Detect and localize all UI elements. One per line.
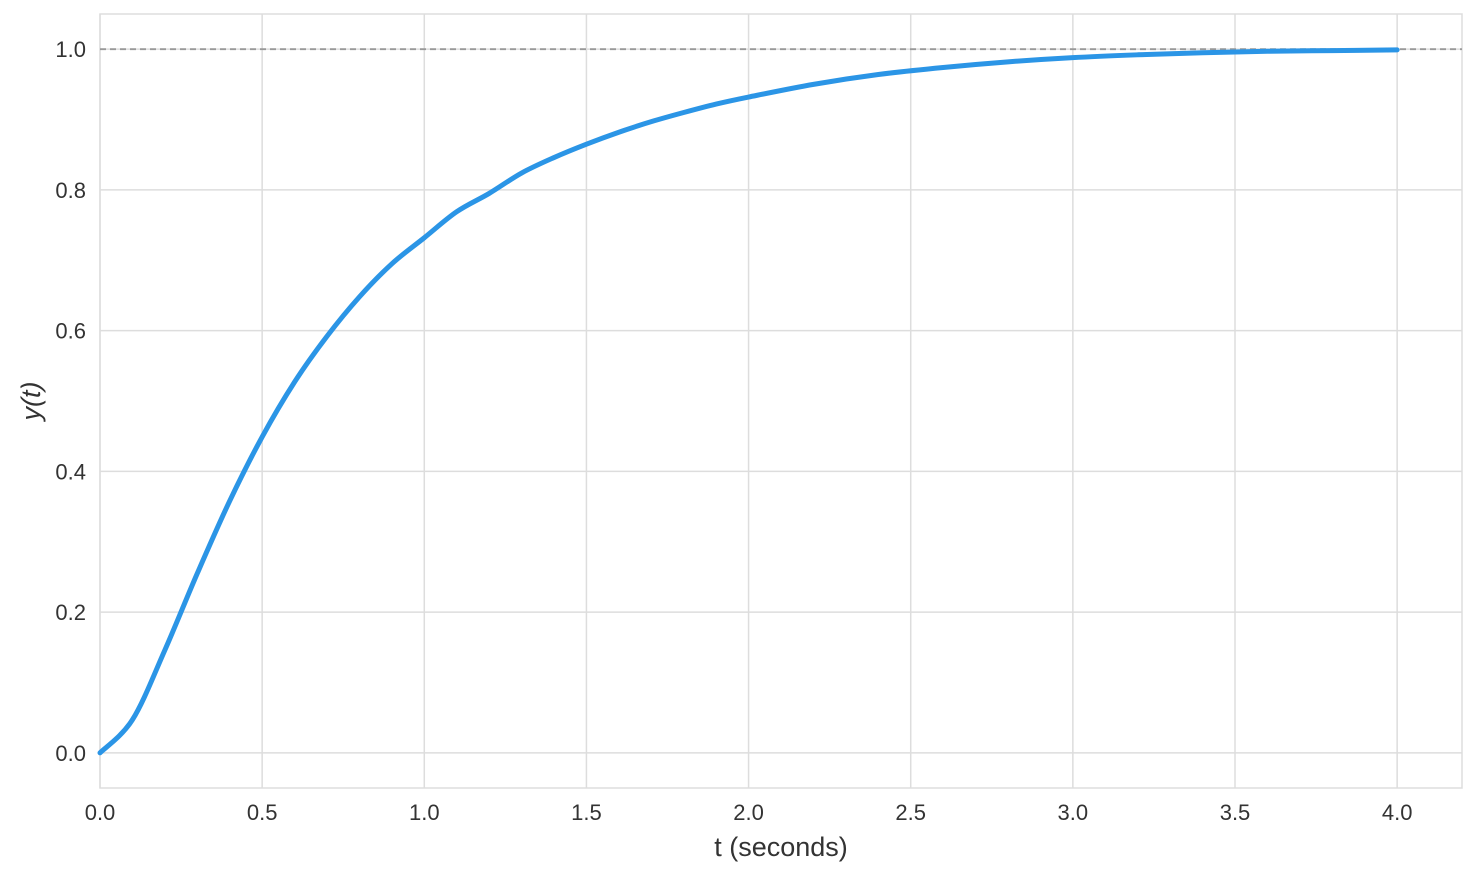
x-tick-label: 3.5	[1220, 800, 1251, 825]
plot-background	[99, 13, 1463, 789]
y-tick-label: 0.4	[55, 459, 86, 484]
x-tick-label: 0.0	[85, 800, 116, 825]
series-line	[97, 47, 1400, 756]
y-tick-label: 0.0	[55, 741, 86, 766]
x-tick-label: 2.5	[895, 800, 926, 825]
y-tick-label: 0.6	[55, 319, 86, 344]
x-tick-label: 2.0	[733, 800, 764, 825]
x-tick-label: 1.5	[571, 800, 602, 825]
y-axis-label: y(t)	[16, 382, 46, 423]
y-tick-labels: 0.0 0.2 0.4 0.6 0.8 1.0	[55, 37, 86, 766]
x-tick-labels: 0.0 0.5 1.0 1.5 2.0 2.5 3.0 3.5 4.0	[85, 800, 1413, 825]
plot-frame	[99, 13, 1463, 789]
x-axis-label: t (seconds)	[714, 832, 848, 862]
x-tick-label: 3.0	[1058, 800, 1089, 825]
y-tick-label: 0.2	[55, 600, 86, 625]
x-tick-label: 1.0	[409, 800, 440, 825]
y-tick-label: 1.0	[55, 37, 86, 62]
x-tick-label: 0.5	[247, 800, 278, 825]
y-tick-label: 0.8	[55, 178, 86, 203]
x-tick-label: 4.0	[1382, 800, 1413, 825]
series-group	[97, 47, 1400, 756]
